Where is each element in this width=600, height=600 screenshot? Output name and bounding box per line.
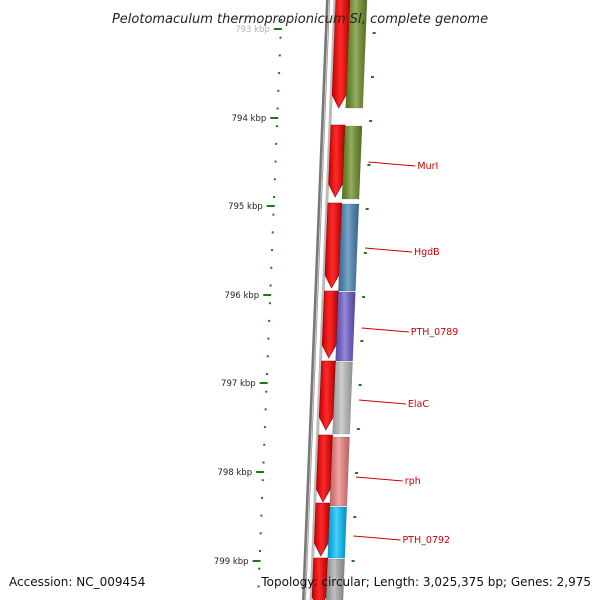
- strand-arrow: [313, 502, 331, 557]
- strand-arrow: [321, 290, 339, 359]
- strand-arrow: [311, 557, 329, 600]
- gene-block-upstream-shading: [345, 0, 368, 108]
- scale-tick-label: 798 kbp: [217, 468, 252, 478]
- scale-tick-label: 793 kbp: [235, 25, 270, 35]
- gene-label-leader: [353, 535, 401, 541]
- gene-block-pth_0789-shading: [335, 292, 356, 361]
- gene-block-muri-shading: [342, 126, 362, 199]
- gene-label-hgdb: HgdB: [414, 247, 440, 258]
- scale-ticks: 793 kbp 794 kbp 795 kbp 796 kbp 797 kbp 798 k…: [214, 19, 376, 588]
- gene-block-hgdb-shading: [338, 204, 359, 291]
- scale-tick-label: 797 kbp: [221, 379, 256, 389]
- accession-label: Accession: NC_009454: [9, 575, 145, 589]
- backbone: [302, 0, 337, 600]
- strand-arrow: [318, 360, 336, 431]
- gene-label-pth_0789: PTH_0789: [411, 327, 459, 338]
- gene-label-muri: MurI: [417, 161, 438, 172]
- scale-tick-label: 794 kbp: [232, 114, 267, 124]
- scale-tick-label: 796 kbp: [225, 291, 260, 301]
- scale-tick-label: 799 kbp: [214, 557, 249, 567]
- gene-label-pth_0792: PTH_0792: [402, 535, 450, 546]
- map-title: Pelotomaculum thermopropionicum SI, comp…: [112, 12, 488, 27]
- gene-block-rph-shading: [329, 437, 350, 506]
- gene-labels: MurI HgdB PTH_0789 ElaC rph PTH_0792: [353, 161, 458, 546]
- gene-label-leader: [368, 161, 416, 167]
- genome-summary: Topology: circular; Length: 3,025,375 bp…: [260, 575, 591, 589]
- backbone-outer-line: [302, 0, 330, 600]
- gene-label-leader: [355, 476, 403, 482]
- gene-label-leader: [364, 247, 413, 253]
- scale-tick-label: 795 kbp: [228, 202, 263, 212]
- gene-features: [311, 0, 368, 600]
- gene-block-elac-shading: [332, 362, 353, 434]
- gene-label-elac: ElaC: [408, 399, 429, 410]
- backbone-inner-line: [309, 0, 337, 600]
- strand-arrow: [324, 202, 343, 289]
- strand-arrow: [331, 0, 351, 109]
- strand-arrow: [328, 124, 346, 198]
- gene-label-leader: [361, 327, 409, 333]
- gene-label-leader: [358, 399, 406, 405]
- backbone-highlight: [304, 0, 330, 600]
- gene-block-pth_0792-shading: [327, 507, 347, 558]
- strand-arrow: [316, 434, 333, 503]
- gene-label-rph: rph: [405, 476, 421, 487]
- gene-block-downstream-shading: [325, 559, 345, 600]
